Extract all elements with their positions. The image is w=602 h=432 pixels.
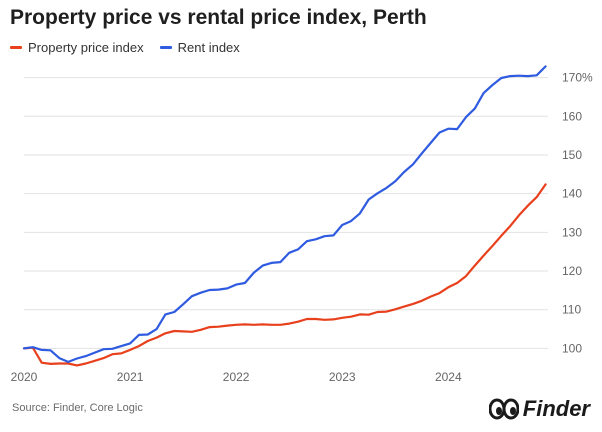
legend-item-rent: Rent index	[159, 40, 240, 55]
x-tick-label-2024: 2024	[435, 370, 462, 384]
chart-legend: Property price index Rent index	[10, 40, 240, 55]
y-tick-label-160: 160	[562, 109, 582, 123]
legend-swatch-rent	[159, 46, 172, 49]
series-line-rent	[22, 65, 547, 363]
legend-label-property: Property price index	[28, 40, 144, 55]
legend-label-rent: Rent index	[177, 40, 240, 55]
y-tick-label-100: 100	[562, 341, 582, 355]
legend-item-property: Property price index	[10, 40, 144, 55]
y-tick-label-140: 140	[562, 187, 582, 201]
finder-eyes-icon	[488, 398, 519, 420]
x-tick-label-2021: 2021	[117, 370, 144, 384]
y-tick-label-150: 150	[562, 148, 582, 162]
brand-logo: Finder	[488, 396, 590, 422]
x-tick-label-2022: 2022	[223, 370, 250, 384]
y-tick-label-110: 110	[562, 303, 581, 317]
series-line-property	[22, 183, 547, 367]
x-tick-label-2020: 2020	[11, 370, 38, 384]
y-tick-label-130: 130	[562, 225, 582, 239]
grid-lines	[24, 77, 548, 349]
legend-swatch-property	[10, 46, 22, 49]
y-axis-ticks: 100 110 120 130 140 150 160 170%	[562, 71, 593, 356]
y-tick-label-170: 170%	[562, 71, 593, 85]
y-tick-label-120: 120	[562, 264, 582, 278]
x-tick-label-2023: 2023	[329, 370, 356, 384]
source-note: Source: Finder, Core Logic	[12, 402, 143, 414]
series-lines	[22, 65, 547, 367]
x-axis-ticks: 2020 2021 2022 2023 2024	[11, 370, 462, 384]
brand-name: Finder	[522, 396, 590, 421]
chart-title: Property price vs rental price index, Pe…	[10, 6, 427, 29]
